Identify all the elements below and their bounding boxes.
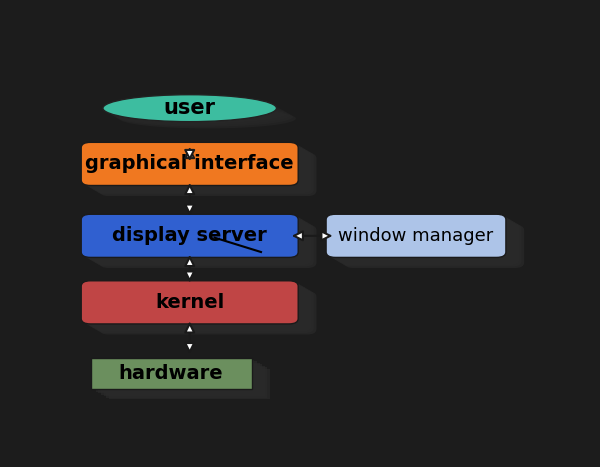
FancyBboxPatch shape [92, 149, 308, 191]
FancyBboxPatch shape [94, 150, 311, 193]
Ellipse shape [110, 104, 287, 123]
FancyBboxPatch shape [89, 219, 306, 262]
FancyBboxPatch shape [339, 222, 519, 265]
FancyBboxPatch shape [89, 147, 306, 190]
Ellipse shape [104, 100, 281, 120]
FancyBboxPatch shape [93, 360, 254, 390]
Ellipse shape [119, 109, 296, 128]
Text: graphical interface: graphical interface [85, 155, 294, 173]
FancyBboxPatch shape [109, 368, 270, 399]
FancyBboxPatch shape [331, 217, 511, 261]
FancyBboxPatch shape [81, 214, 298, 257]
FancyBboxPatch shape [344, 225, 524, 268]
FancyBboxPatch shape [92, 220, 308, 263]
FancyBboxPatch shape [100, 153, 316, 196]
FancyBboxPatch shape [84, 144, 301, 187]
FancyBboxPatch shape [106, 367, 268, 398]
FancyBboxPatch shape [334, 219, 514, 262]
FancyBboxPatch shape [96, 361, 257, 392]
FancyBboxPatch shape [84, 216, 301, 259]
Text: window manager: window manager [338, 227, 494, 245]
FancyBboxPatch shape [84, 282, 301, 325]
FancyBboxPatch shape [97, 290, 314, 333]
FancyBboxPatch shape [86, 145, 304, 189]
FancyBboxPatch shape [91, 358, 252, 389]
Text: hardware: hardware [119, 364, 223, 383]
Ellipse shape [103, 95, 277, 122]
FancyBboxPatch shape [101, 364, 262, 395]
FancyBboxPatch shape [104, 366, 265, 396]
FancyBboxPatch shape [86, 217, 304, 261]
FancyBboxPatch shape [100, 291, 316, 334]
FancyBboxPatch shape [89, 285, 306, 328]
FancyBboxPatch shape [100, 225, 316, 268]
Text: kernel: kernel [155, 293, 224, 312]
FancyBboxPatch shape [97, 151, 314, 195]
Ellipse shape [113, 105, 290, 125]
FancyBboxPatch shape [326, 214, 506, 257]
Text: display server: display server [112, 226, 267, 245]
FancyBboxPatch shape [92, 287, 308, 330]
Ellipse shape [107, 102, 284, 121]
FancyBboxPatch shape [81, 281, 298, 324]
Text: user: user [164, 98, 216, 118]
FancyBboxPatch shape [94, 288, 311, 332]
FancyBboxPatch shape [337, 220, 517, 263]
FancyBboxPatch shape [342, 223, 521, 267]
FancyBboxPatch shape [97, 223, 314, 267]
FancyBboxPatch shape [329, 216, 509, 259]
Ellipse shape [116, 107, 293, 127]
FancyBboxPatch shape [98, 363, 260, 393]
FancyBboxPatch shape [86, 284, 304, 327]
FancyBboxPatch shape [94, 222, 311, 265]
FancyBboxPatch shape [81, 142, 298, 185]
